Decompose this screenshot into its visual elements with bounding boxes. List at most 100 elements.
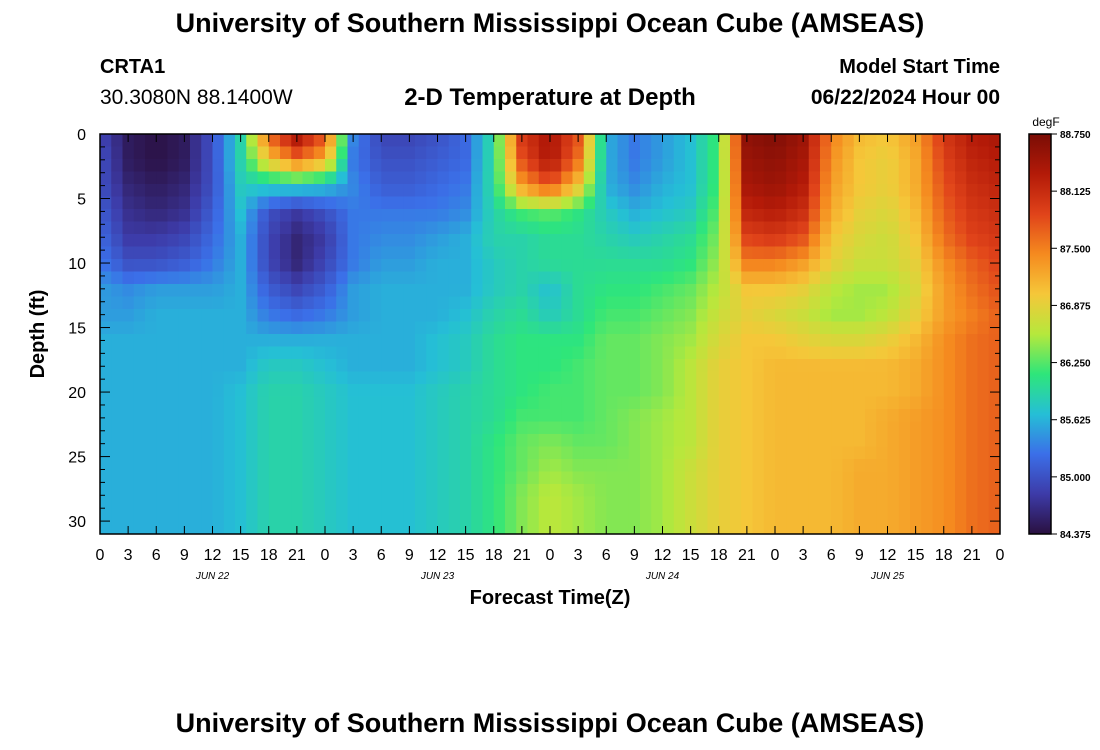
heatmap-cell — [763, 146, 776, 160]
heatmap-cell — [392, 246, 405, 260]
heatmap-cell — [696, 434, 709, 448]
heatmap-cell — [853, 471, 866, 485]
heatmap-cell — [145, 196, 157, 210]
heatmap-cell — [718, 459, 731, 473]
heatmap-cell — [921, 134, 934, 148]
heatmap-cell — [403, 509, 416, 523]
heatmap-cell — [977, 459, 990, 473]
heatmap-cell — [235, 421, 247, 435]
heatmap-cell — [257, 271, 270, 285]
heatmap-cell — [313, 271, 326, 285]
heatmap-cell — [583, 171, 596, 185]
heatmap-cell — [797, 196, 810, 210]
heatmap-cell — [628, 421, 641, 435]
heatmap-cell — [763, 221, 776, 235]
heatmap-cell — [370, 196, 382, 210]
heatmap-cell — [898, 496, 911, 510]
heatmap-cell — [482, 359, 495, 373]
heatmap-cell — [617, 446, 630, 460]
y-tick-label: 30 — [68, 514, 86, 531]
heatmap-cell — [673, 346, 686, 360]
heatmap-cell — [887, 271, 900, 285]
heatmap-cell — [775, 296, 787, 310]
heatmap-cell — [561, 296, 574, 310]
heatmap-cell — [325, 146, 337, 160]
heatmap-cell — [505, 384, 517, 398]
heatmap-cell — [921, 171, 934, 185]
heatmap-cell — [246, 434, 259, 448]
heatmap-cell — [538, 309, 551, 323]
heatmap-cell — [178, 309, 191, 323]
heatmap-cell — [820, 396, 832, 410]
heatmap-cell — [302, 409, 315, 423]
heatmap-cell — [235, 234, 247, 248]
heatmap-cell — [190, 134, 202, 148]
heatmap-cell — [415, 371, 427, 385]
heatmap-cell — [820, 221, 832, 235]
heatmap-cell — [685, 396, 697, 410]
heatmap-cell — [842, 371, 855, 385]
heatmap-cell — [898, 284, 911, 298]
heatmap-cell — [572, 146, 585, 160]
heatmap-cell — [246, 359, 259, 373]
heatmap-cell — [741, 421, 754, 435]
heatmap-cell — [246, 371, 259, 385]
heatmap-cell — [403, 371, 416, 385]
heatmap-cell — [122, 159, 135, 173]
heatmap-cell — [786, 284, 799, 298]
heatmap-cell — [595, 434, 607, 448]
heatmap-cell — [718, 234, 731, 248]
x-tick-label: 21 — [513, 547, 531, 564]
heatmap-cell — [943, 246, 956, 260]
heatmap-cell — [932, 221, 945, 235]
heatmap-cell — [628, 459, 641, 473]
heatmap-cell — [617, 434, 630, 448]
heatmap-cell — [448, 509, 461, 523]
heatmap-cell — [167, 184, 180, 198]
heatmap-cell — [370, 234, 382, 248]
heatmap-cell — [595, 259, 607, 273]
heatmap-cell — [178, 459, 191, 473]
heatmap-cell — [471, 184, 484, 198]
heatmap-cell — [100, 221, 112, 235]
heatmap-cell — [392, 371, 405, 385]
heatmap-cell — [268, 334, 281, 348]
heatmap-cell — [775, 321, 787, 335]
heatmap-cell — [707, 484, 720, 498]
heatmap-cell — [876, 359, 889, 373]
heatmap-cell — [685, 234, 697, 248]
heatmap-cell — [966, 421, 979, 435]
heatmap-cell — [797, 409, 810, 423]
heatmap-cell — [887, 196, 900, 210]
heatmap-cell — [628, 446, 641, 460]
heatmap-cell — [347, 234, 360, 248]
heatmap-cell — [786, 146, 799, 160]
heatmap-cell — [403, 259, 416, 273]
heatmap-cell — [212, 259, 225, 273]
heatmap-cell — [122, 321, 135, 335]
heatmap-cell — [302, 359, 315, 373]
heatmap-cell — [403, 159, 416, 173]
heatmap-cell — [707, 334, 720, 348]
heatmap-cell — [133, 471, 146, 485]
heatmap-cell — [122, 434, 135, 448]
heatmap-cell — [493, 296, 506, 310]
heatmap-cell — [167, 259, 180, 273]
heatmap-cell — [820, 371, 832, 385]
heatmap-cell — [988, 409, 1000, 423]
heatmap-cell — [865, 234, 877, 248]
heatmap-cell — [145, 296, 157, 310]
heatmap-cell — [943, 446, 956, 460]
heatmap-cell — [943, 384, 956, 398]
heatmap-cell — [696, 421, 709, 435]
heatmap-cell — [482, 159, 495, 173]
heatmap-cell — [898, 184, 911, 198]
heatmap-cell — [313, 196, 326, 210]
heatmap-cell — [358, 321, 371, 335]
heatmap-cell — [493, 471, 506, 485]
heatmap-cell — [640, 171, 652, 185]
heatmap-cell — [426, 446, 439, 460]
heatmap-cell — [887, 259, 900, 273]
heatmap-cell — [527, 371, 540, 385]
heatmap-cell — [673, 521, 686, 534]
